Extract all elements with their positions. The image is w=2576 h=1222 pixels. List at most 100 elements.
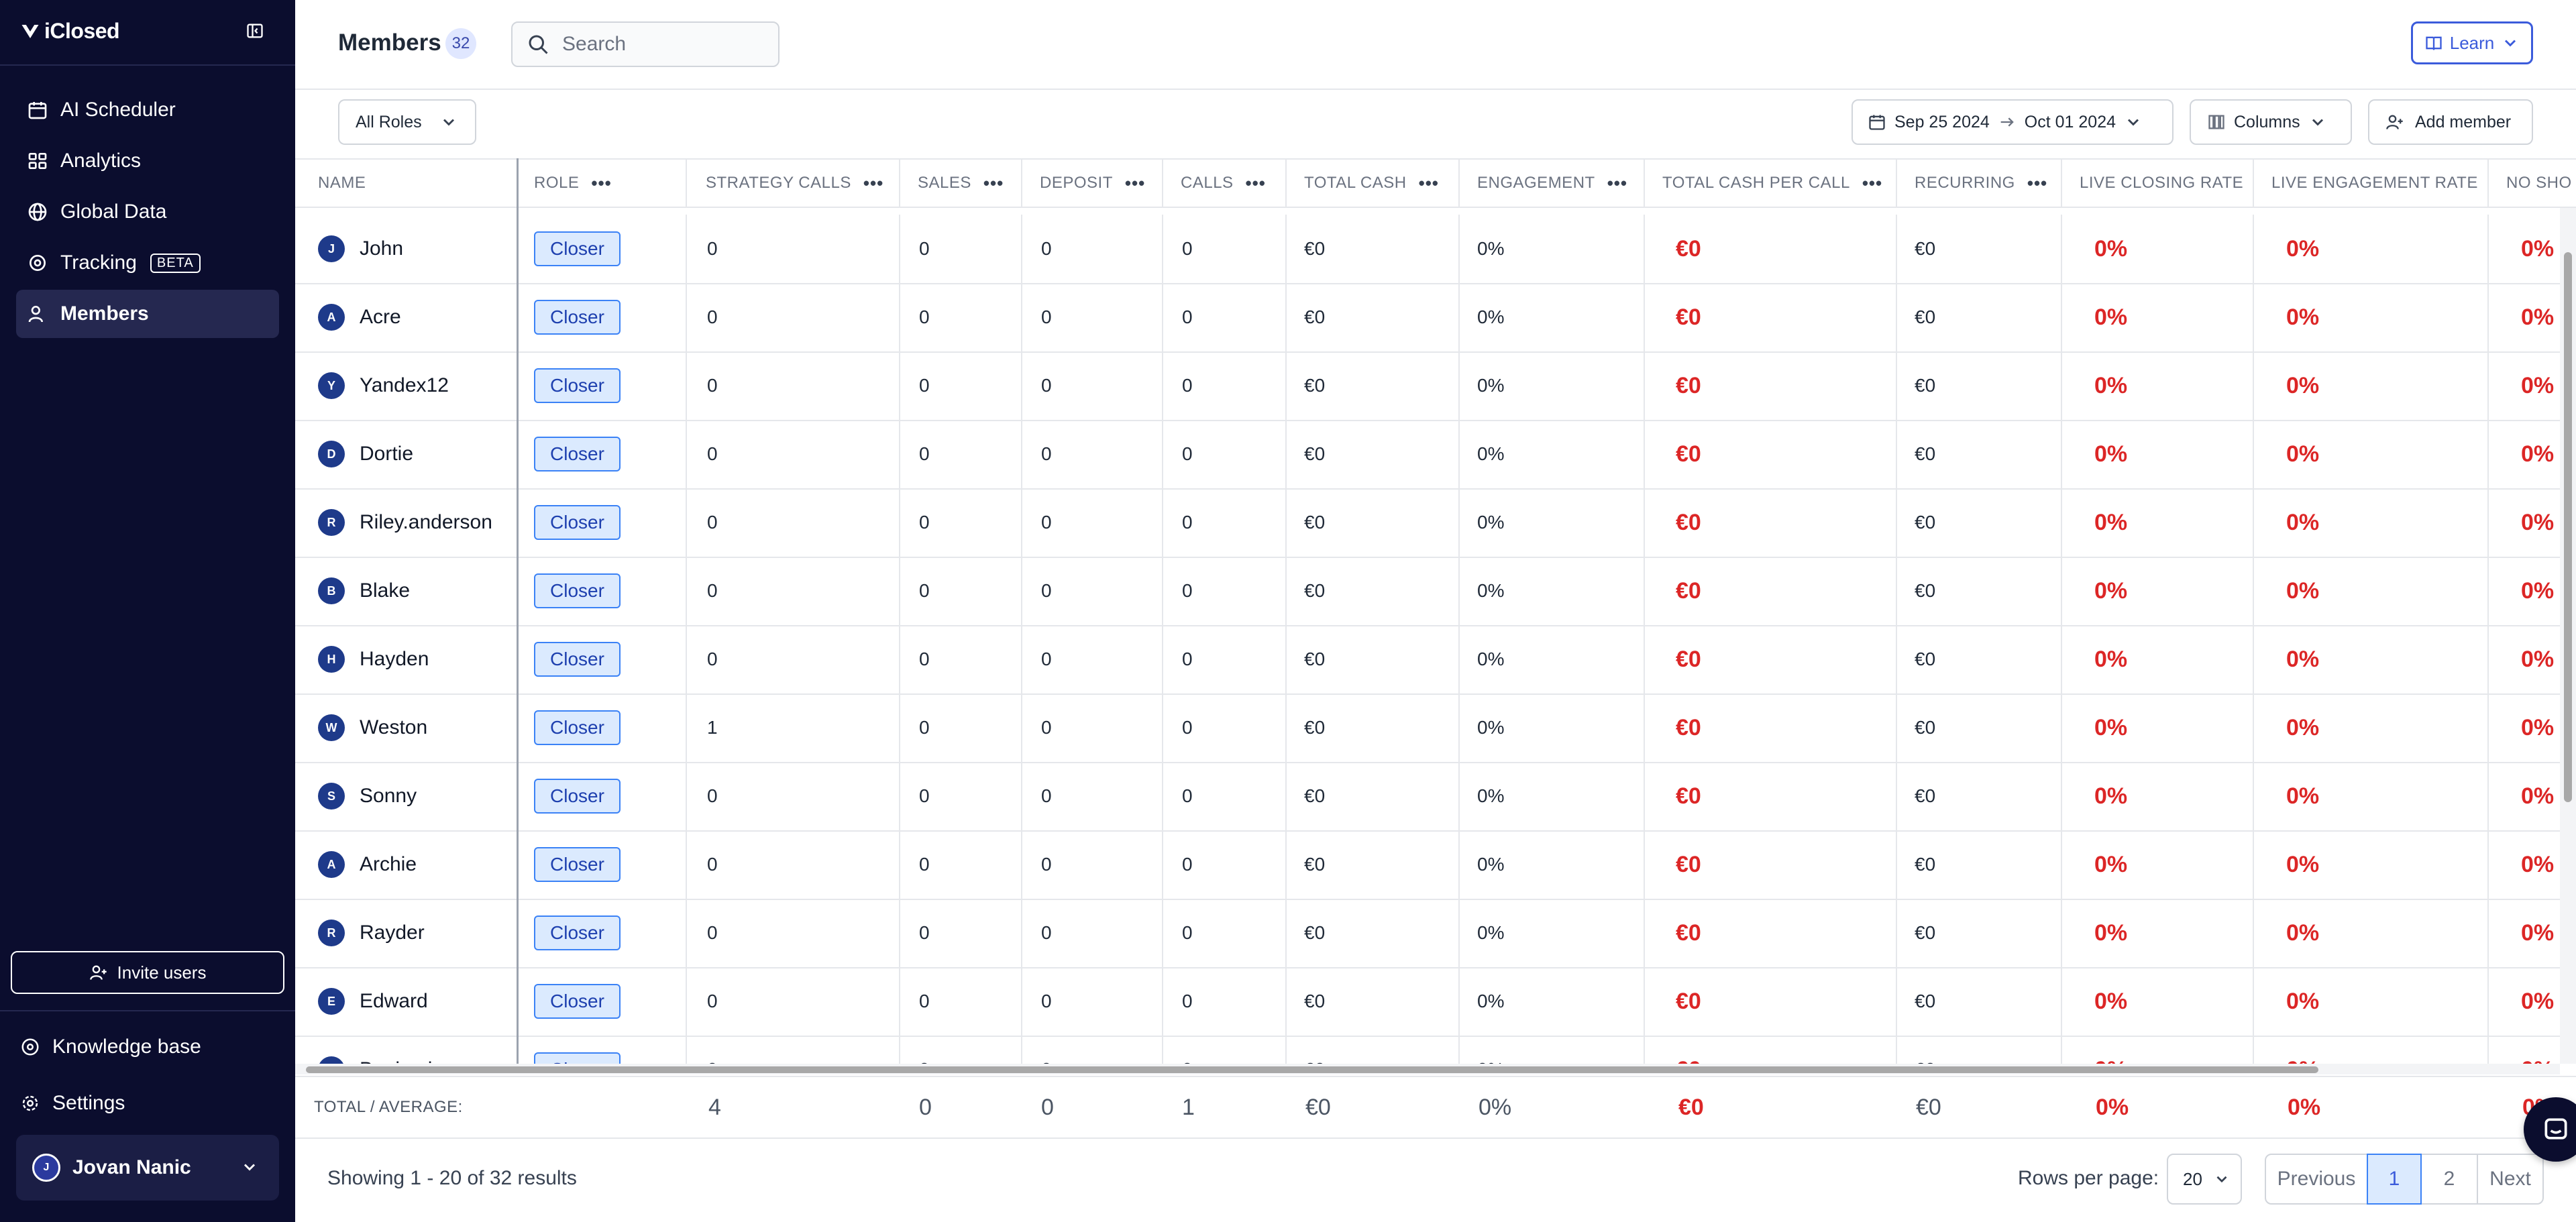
page-button-2[interactable]: 2 [2420,1154,2478,1205]
table-row[interactable]: B Benjamin Closer 0 0 0 0 €0 0% €0 €0 0% 0% 0% [295,1036,2576,1064]
column-menu-icon[interactable]: ••• [983,172,1004,193]
table-row[interactable]: Y Yandex12 Closer 0 0 0 0 €0 0% €0 €0 0% 0% 0% [295,351,2576,421]
cell-name[interactable]: Y Yandex12 [318,351,449,420]
role-badge[interactable]: Closer [534,300,621,335]
search-input[interactable] [561,32,765,56]
cell-name[interactable]: A Acre [318,283,401,351]
cell-name[interactable]: E Edward [318,967,428,1036]
column-header-engagement[interactable]: ENGAGEMENT ••• [1477,160,1627,207]
cell-no-show: 0% [2521,372,2555,398]
search-box[interactable] [511,21,780,67]
column-header-no-show[interactable]: NO SHO [2506,160,2572,207]
column-header-live-engagement-rate[interactable]: LIVE ENGAGEMENT RATE [2271,160,2478,207]
knowledge-base-link[interactable]: Knowledge base [20,1036,201,1058]
nav-item-global-data[interactable]: Global Data [16,188,279,236]
column-header-total-cash-per-call[interactable]: TOTAL CASH PER CALL ••• [1662,160,1882,207]
role-badge[interactable]: Closer [534,437,621,471]
table-row[interactable]: A Acre Closer 0 0 0 0 €0 0% €0 €0 0% 0% 0% [295,283,2576,353]
column-menu-icon[interactable]: ••• [1607,172,1627,193]
nav-item-tracking[interactable]: Tracking BETA [16,239,279,287]
columns-button[interactable]: Columns [2190,99,2352,145]
user-menu[interactable]: J Jovan Nanic [16,1135,279,1201]
cell-name[interactable]: D Dortie [318,420,413,488]
roles-filter-dropdown[interactable]: All Roles [338,99,476,145]
role-badge[interactable]: Closer [534,368,621,403]
cell-sales: 0 [919,580,930,601]
scrollbar-thumb[interactable] [306,1066,2318,1073]
table-row[interactable]: W Weston Closer 1 0 0 0 €0 0% €0 €0 0% 0% 0% [295,693,2576,763]
table-row[interactable]: E Edward Closer 0 0 0 0 €0 0% €0 €0 0% 0% 0% [295,967,2576,1037]
settings-link[interactable]: Settings [20,1092,125,1115]
role-badge[interactable]: Closer [534,505,621,540]
column-header-name[interactable]: NAME [318,160,366,207]
column-header-role[interactable]: ROLE ••• [534,160,612,207]
column-menu-icon[interactable]: ••• [591,172,612,193]
column-menu-icon[interactable]: ••• [1124,172,1146,193]
cell-name[interactable]: B Blake [318,557,410,625]
cell-name[interactable]: H Hayden [318,625,429,693]
role-badge[interactable]: Closer [534,1052,621,1064]
nav-label: Analytics [60,150,142,172]
vertical-scrollbar[interactable] [2560,158,2576,1064]
brand-logo[interactable]: iClosed [20,19,120,44]
role-badge[interactable]: Closer [534,573,621,608]
column-header-live-closing-rate[interactable]: LIVE CLOSING RATE [2080,160,2243,207]
cell-total-cash-per-call: €0 [1676,920,1701,946]
column-menu-icon[interactable]: ••• [1862,172,1883,193]
learn-button[interactable]: Learn [2411,21,2533,64]
cell-no-show: 0% [2521,714,2555,740]
table-row[interactable]: J John Closer 0 0 0 0 €0 0% €0 €0 0% 0% 0% [295,215,2576,284]
cell-name[interactable]: A Archie [318,830,417,899]
cell-name[interactable]: R Riley.anderson [318,488,492,557]
table-row[interactable]: H Hayden Closer 0 0 0 0 €0 0% €0 €0 0% 0% 0% [295,625,2576,695]
date-range-picker[interactable]: Sep 25 2024 Oct 01 2024 [1851,99,2174,145]
cell-name[interactable]: S Sonny [318,762,417,830]
rows-per-page-select[interactable]: 20 [2167,1154,2242,1205]
role-badge[interactable]: Closer [534,915,621,950]
invite-users-button[interactable]: Invite users [11,951,284,994]
table-header: NAME ROLE ••• STRATEGY CALLS ••• SALES ••• … [295,158,2576,208]
column-header-deposit[interactable]: DEPOSIT ••• [1040,160,1145,207]
column-divider [1458,160,1460,207]
column-header-recurring[interactable]: RECURRING ••• [1915,160,2047,207]
table-row[interactable]: D Dortie Closer 0 0 0 0 €0 0% €0 €0 0% 0% 0% [295,420,2576,490]
page-button-1[interactable]: 1 [2367,1154,2422,1205]
role-badge[interactable]: Closer [534,231,621,266]
collapse-sidebar-icon[interactable] [246,21,264,40]
avatar: R [318,920,345,946]
nav-item-analytics[interactable]: Analytics [16,137,279,185]
nav-item-ai-scheduler[interactable]: AI Scheduler [16,86,279,134]
cell-engagement: 0% [1477,375,1505,396]
cell-name[interactable]: R Rayder [318,899,425,967]
horizontal-scrollbar[interactable] [295,1064,2560,1074]
role-badge[interactable]: Closer [534,984,621,1019]
role-badge[interactable]: Closer [534,847,621,882]
table-row[interactable]: R Riley.anderson Closer 0 0 0 0 €0 0% €0 €0 0% 0% 0% [295,488,2576,558]
cell-name[interactable]: B Benjamin [318,1036,443,1064]
table-row[interactable]: A Archie Closer 0 0 0 0 €0 0% €0 €0 0% 0% 0% [295,830,2576,900]
column-menu-icon[interactable]: ••• [863,172,884,193]
add-member-button[interactable]: Add member [2368,99,2533,145]
column-divider [1021,160,1022,207]
column-menu-icon[interactable]: ••• [1245,172,1266,193]
column-header-total-cash[interactable]: TOTAL CASH ••• [1304,160,1439,207]
next-page-button[interactable]: Next [2477,1154,2544,1205]
chat-launcher-button[interactable] [2524,1097,2576,1162]
role-badge[interactable]: Closer [534,710,621,745]
column-menu-icon[interactable]: ••• [1418,172,1439,193]
role-badge[interactable]: Closer [534,642,621,677]
scrollbar-thumb[interactable] [2564,252,2572,802]
cell-name[interactable]: J John [318,215,403,283]
table-row[interactable]: R Rayder Closer 0 0 0 0 €0 0% €0 €0 0% 0% 0% [295,899,2576,968]
role-badge[interactable]: Closer [534,779,621,814]
column-header-strategy-calls[interactable]: STRATEGY CALLS ••• [706,160,883,207]
previous-page-button[interactable]: Previous [2265,1154,2368,1205]
nav-item-members[interactable]: Members [16,290,279,338]
table-row[interactable]: B Blake Closer 0 0 0 0 €0 0% €0 €0 0% 0% 0% [295,557,2576,626]
cell-deposit: 0 [1041,991,1052,1011]
column-header-sales[interactable]: SALES ••• [918,160,1004,207]
column-header-calls[interactable]: CALLS ••• [1181,160,1266,207]
column-menu-icon[interactable]: ••• [2027,172,2048,193]
cell-name[interactable]: W Weston [318,693,427,762]
table-row[interactable]: S Sonny Closer 0 0 0 0 €0 0% €0 €0 0% 0% 0% [295,762,2576,832]
